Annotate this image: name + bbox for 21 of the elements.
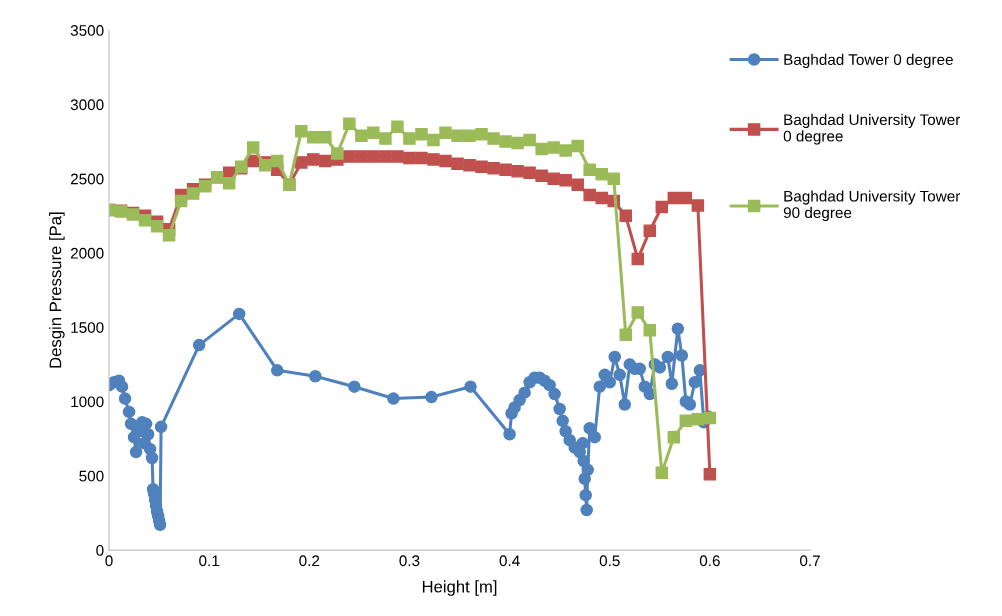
legend-label: Baghdad University Tower 0 degree <box>783 113 961 145</box>
y-tick-label: 0 <box>96 544 104 556</box>
legend-label: Baghdad Tower 0 degree <box>784 53 953 69</box>
y-tick-label: 500 <box>79 470 104 482</box>
x-tick-label: 0.5 <box>599 555 620 567</box>
y-tick-label: 1500 <box>71 322 104 333</box>
y-axis-title: Desgin Pressure [Pa] <box>49 212 65 368</box>
y-tick-label: 3500 <box>70 25 104 36</box>
x-tick-label: 0 <box>105 555 113 567</box>
x-tick-label: 0.1 <box>199 555 220 567</box>
x-tick-label: 0.6 <box>699 555 720 567</box>
x-tick-label: 0.4 <box>499 555 520 567</box>
x-tick-label: 0.7 <box>800 555 820 567</box>
y-tick-label: 3000 <box>70 99 104 111</box>
y-tick-label: 1000 <box>71 396 104 408</box>
y-tick-label: 2000 <box>70 247 104 259</box>
x-axis-title: Height [m] <box>422 580 497 596</box>
y-tick-label: 2500 <box>70 173 104 185</box>
x-tick-label: 0.2 <box>299 555 320 567</box>
legend-label: Baghdad University Tower 90 degree <box>783 190 961 222</box>
x-tick-label: 0.3 <box>399 555 420 567</box>
